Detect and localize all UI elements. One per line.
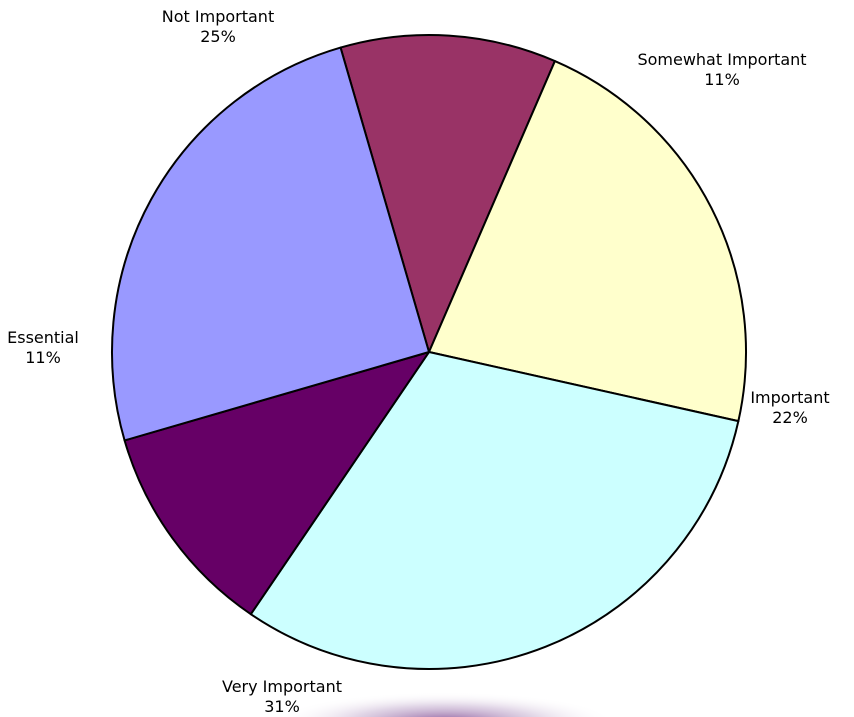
pie-slice-essential (123, 351, 430, 616)
slice-percent-somewhat-important: 11% (704, 70, 740, 89)
pie-slice-not-important (111, 46, 430, 442)
slice-percent-not-important: 25% (200, 27, 236, 46)
pie-slice-somewhat-important (339, 34, 556, 353)
slice-label-important: Important (750, 388, 829, 407)
pie-slices (111, 34, 747, 670)
slice-label-essential: Essential (7, 328, 79, 347)
pie-slice-important (428, 60, 747, 423)
pie-slice-very-important (249, 351, 740, 670)
slice-label-somewhat-important: Somewhat Important (637, 50, 806, 69)
slice-percent-very-important: 31% (264, 697, 300, 716)
slice-label-very-important: Very Important (222, 677, 342, 696)
slice-label-not-important: Not Important (162, 7, 274, 26)
slice-percent-important: 22% (772, 408, 808, 427)
slice-percent-essential: 11% (25, 348, 61, 367)
